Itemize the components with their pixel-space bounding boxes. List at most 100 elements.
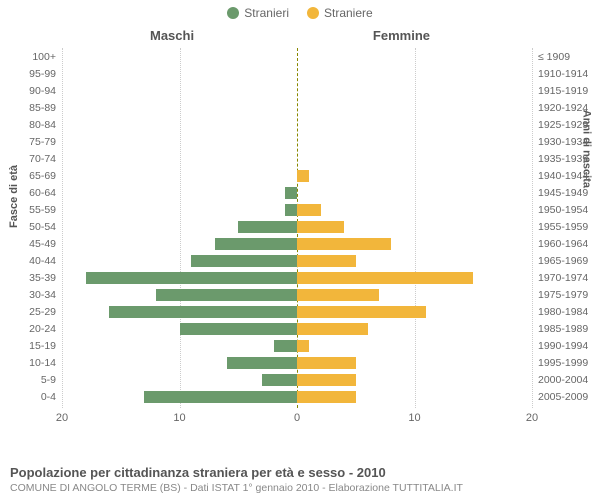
age-label: 5-9 — [0, 373, 56, 387]
birth-year-label: 1910-1914 — [538, 67, 600, 81]
x-tick-label: 20 — [526, 412, 538, 424]
age-label: 10-14 — [0, 356, 56, 370]
age-label: 70-74 — [0, 152, 56, 166]
pyramid-row — [62, 203, 532, 217]
pyramid-row — [62, 373, 532, 387]
pyramid-row — [62, 67, 532, 81]
age-label: 30-34 — [0, 288, 56, 302]
chart-subtitle: COMUNE DI ANGOLO TERME (BS) - Dati ISTAT… — [10, 482, 590, 494]
age-label: 55-59 — [0, 203, 56, 217]
x-tick-label: 0 — [294, 412, 300, 424]
birth-year-label: 1990-1994 — [538, 339, 600, 353]
grid-line — [532, 48, 533, 408]
pyramid-row — [62, 288, 532, 302]
x-tick-label: 10 — [408, 412, 420, 424]
birth-year-label: 1935-1939 — [538, 152, 600, 166]
bar-male — [285, 204, 297, 216]
bar-female — [297, 323, 368, 335]
pyramid-row — [62, 186, 532, 200]
age-label: 15-19 — [0, 339, 56, 353]
bar-male — [238, 221, 297, 233]
age-label: 50-54 — [0, 220, 56, 234]
bar-female — [297, 221, 344, 233]
age-label: 25-29 — [0, 305, 56, 319]
pyramid-row — [62, 152, 532, 166]
pyramid-row — [62, 390, 532, 404]
bar-male — [156, 289, 297, 301]
bar-female — [297, 374, 356, 386]
bar-male — [144, 391, 297, 403]
bar-male — [274, 340, 298, 352]
pyramid-row — [62, 50, 532, 64]
pyramid-row — [62, 271, 532, 285]
pyramid-row — [62, 322, 532, 336]
pyramid-row — [62, 169, 532, 183]
birth-year-label: 1975-1979 — [538, 288, 600, 302]
legend-item-female: Straniere — [307, 6, 373, 20]
pyramid-row — [62, 305, 532, 319]
bar-male — [262, 374, 297, 386]
legend-item-male: Stranieri — [227, 6, 289, 20]
bar-male — [215, 238, 297, 250]
birth-year-label: 1995-1999 — [538, 356, 600, 370]
bar-female — [297, 306, 426, 318]
age-label: 20-24 — [0, 322, 56, 336]
swatch-male — [227, 7, 239, 19]
birth-year-label: 1965-1969 — [538, 254, 600, 268]
pyramid-row — [62, 101, 532, 115]
pyramid-row — [62, 118, 532, 132]
legend: Stranieri Straniere — [0, 0, 600, 20]
heading-male: Maschi — [150, 28, 194, 43]
pyramid-row — [62, 237, 532, 251]
birth-year-label: 1955-1959 — [538, 220, 600, 234]
bar-male — [109, 306, 297, 318]
bar-female — [297, 204, 321, 216]
pyramid-row — [62, 135, 532, 149]
pyramid-row — [62, 84, 532, 98]
birth-year-label: ≤ 1909 — [538, 50, 600, 64]
birth-year-label: 1920-1924 — [538, 101, 600, 115]
birth-year-label: 1930-1934 — [538, 135, 600, 149]
bar-female — [297, 238, 391, 250]
age-label: 85-89 — [0, 101, 56, 115]
birth-year-label: 1925-1929 — [538, 118, 600, 132]
age-label: 60-64 — [0, 186, 56, 200]
birth-year-label: 2000-2004 — [538, 373, 600, 387]
bar-male — [86, 272, 298, 284]
birth-year-label: 1980-1984 — [538, 305, 600, 319]
bar-male — [227, 357, 298, 369]
birth-year-label: 1915-1919 — [538, 84, 600, 98]
age-label: 65-69 — [0, 169, 56, 183]
bar-male — [191, 255, 297, 267]
bar-male — [180, 323, 298, 335]
bar-female — [297, 255, 356, 267]
age-label: 35-39 — [0, 271, 56, 285]
heading-female: Femmine — [373, 28, 430, 43]
chart-title: Popolazione per cittadinanza straniera p… — [10, 465, 590, 480]
age-label: 100+ — [0, 50, 56, 64]
swatch-female — [307, 7, 319, 19]
bar-female — [297, 170, 309, 182]
bar-female — [297, 289, 379, 301]
birth-year-label: 1985-1989 — [538, 322, 600, 336]
legend-label-male: Stranieri — [244, 6, 289, 20]
birth-year-label: 1970-1974 — [538, 271, 600, 285]
age-label: 45-49 — [0, 237, 56, 251]
pyramid-row — [62, 254, 532, 268]
birth-year-label: 1950-1954 — [538, 203, 600, 217]
pyramid-row — [62, 339, 532, 353]
age-label: 80-84 — [0, 118, 56, 132]
bar-female — [297, 357, 356, 369]
x-tick-label: 20 — [56, 412, 68, 424]
birth-year-label: 1945-1949 — [538, 186, 600, 200]
pyramid-row — [62, 356, 532, 370]
age-label: 95-99 — [0, 67, 56, 81]
plot — [62, 48, 532, 408]
birth-year-label: 1960-1964 — [538, 237, 600, 251]
legend-label-female: Straniere — [324, 6, 373, 20]
pyramid-row — [62, 220, 532, 234]
x-tick-label: 10 — [173, 412, 185, 424]
bar-female — [297, 391, 356, 403]
bar-female — [297, 272, 473, 284]
birth-year-label: 1940-1944 — [538, 169, 600, 183]
